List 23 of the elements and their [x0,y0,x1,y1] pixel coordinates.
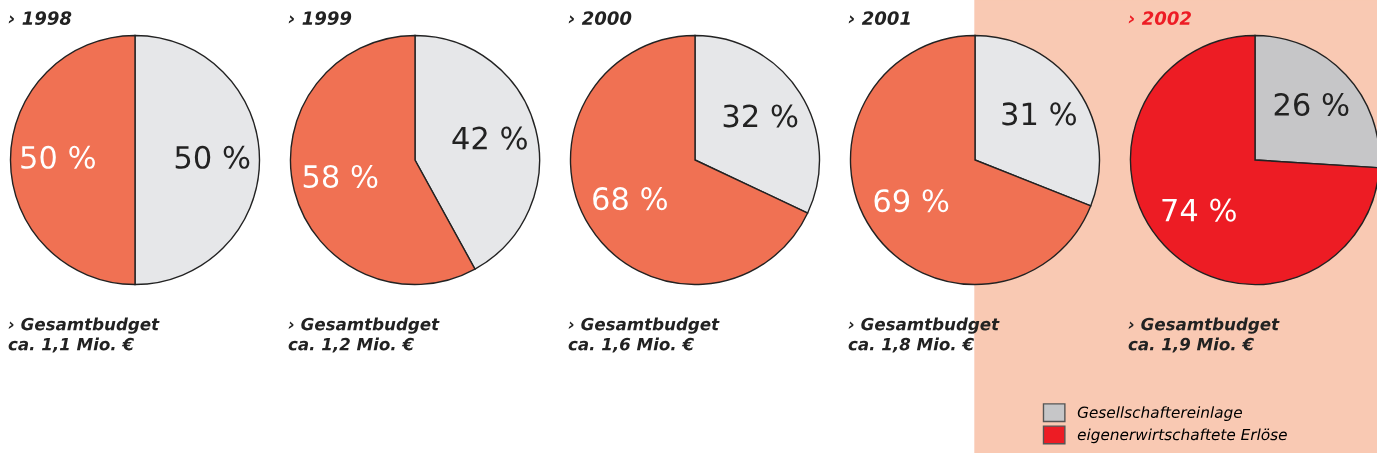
data-label: 31 % [1002,102,1076,126]
text: › Gesamtbudget ca. 1,8 Mio. € [848,317,1000,353]
data-label: 58 % [303,164,378,189]
legend-label: Gesellschaftereinlage [1077,406,1242,421]
chart-title: › 2001 [848,11,910,25]
text: › Gesamtbudget ca. 1,6 Mio. € [568,317,720,353]
data-label: 32 % [723,104,798,128]
chart-title: › 2000 [568,11,632,25]
data-label: 42 % [452,126,527,150]
pie-slice [1129,34,1377,286]
chart-title: › 2002 [1128,11,1191,25]
data-label: 74 % [1162,198,1236,222]
data-label: 68 % [593,187,667,211]
text: › Gesamtbudget ca. 1,9 Mio. € [1128,317,1280,353]
data-label: 50 % [21,145,95,169]
legend-label: eigenerwirtschaftete Erlöse [1077,428,1287,444]
chart-title: › 1999 [288,11,352,25]
data-label: 26 % [1274,92,1349,117]
data-label: 69 % [874,189,949,213]
chart-title: › 1998 [8,11,72,25]
data-label: 50 % [175,145,250,169]
text: › Gesamtbudget ca. 1,2 Mio. € [288,317,440,353]
text: › Gesamtbudget ca. 1,1 Mio. € [8,317,160,353]
